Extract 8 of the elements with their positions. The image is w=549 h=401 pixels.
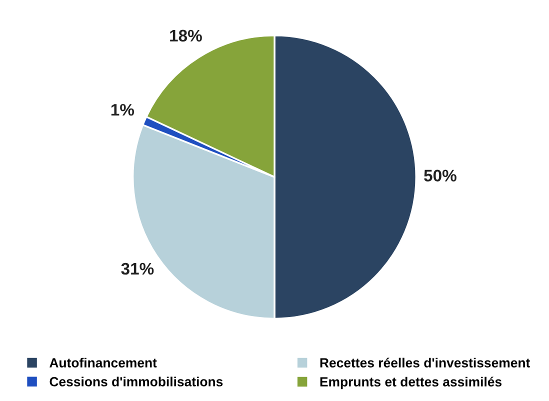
legend-label: Recettes réelles d'investissement [320, 358, 530, 368]
data-label: 50% [424, 170, 456, 182]
legend-label: Cessions d'immobilisations [50, 376, 223, 386]
legend-label: Emprunts et dettes assimilés [320, 376, 502, 390]
data-label: 18% [170, 30, 202, 42]
data-label: 31% [121, 262, 154, 275]
legend-label: Autofinancement [50, 358, 157, 368]
data-label: 1% [111, 104, 134, 116]
